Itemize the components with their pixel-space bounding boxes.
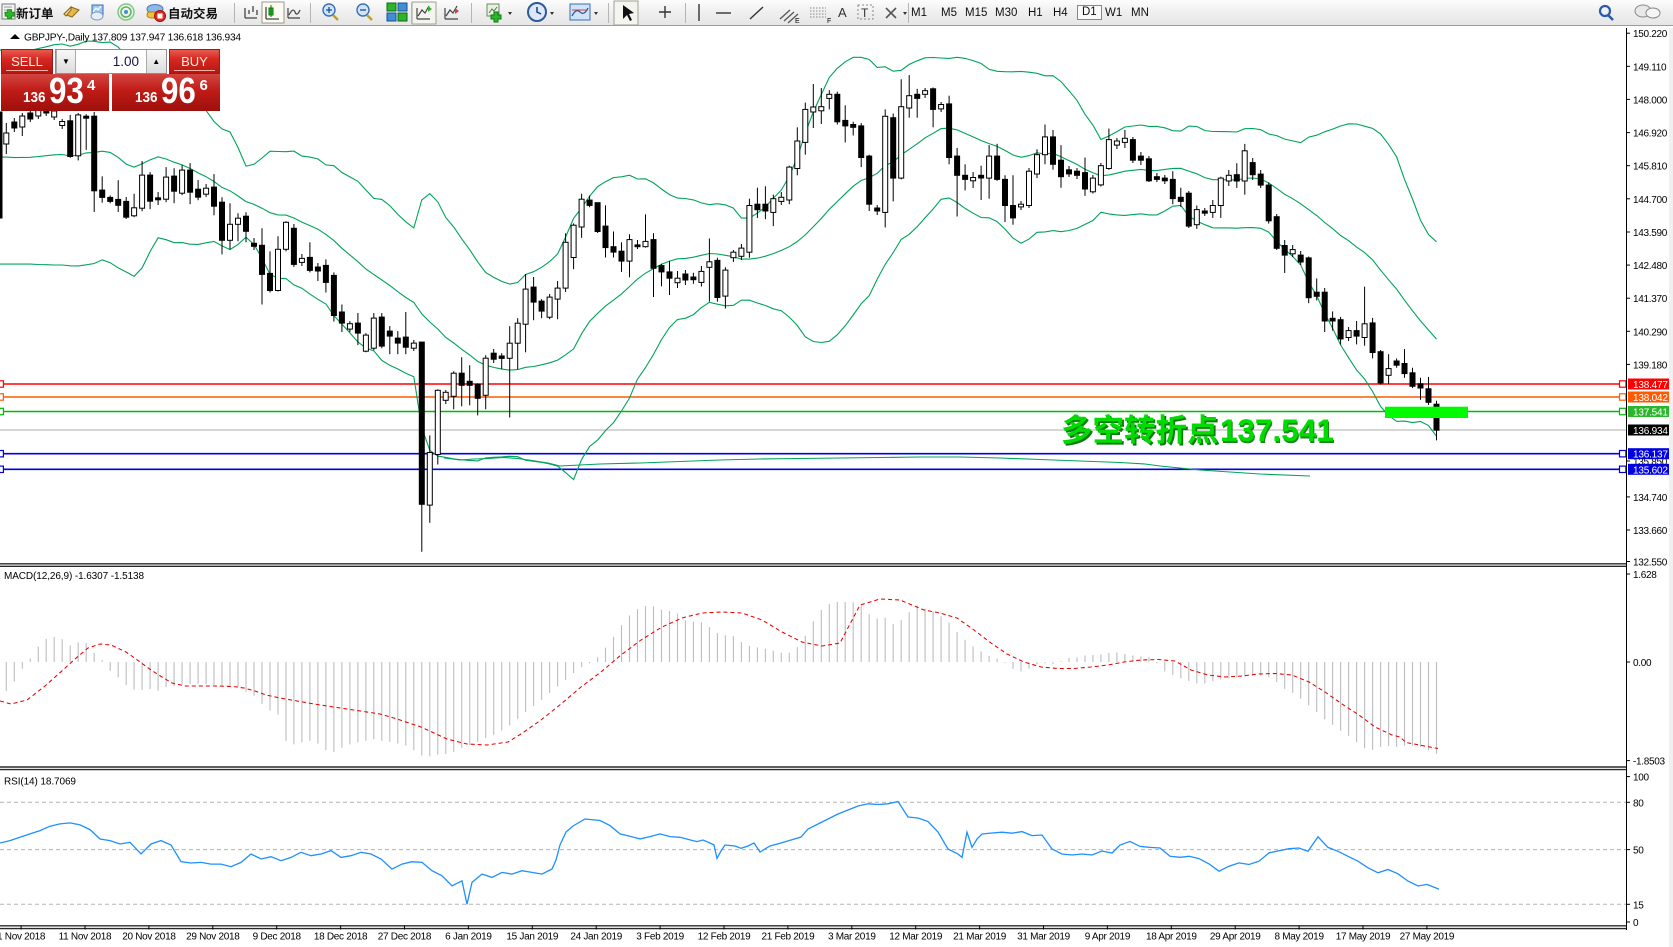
svg-text:6 Jan 2019: 6 Jan 2019 bbox=[445, 932, 492, 943]
svg-text:80: 80 bbox=[1633, 798, 1644, 809]
svg-text:9 Apr 2019: 9 Apr 2019 bbox=[1085, 932, 1131, 943]
svg-text:A: A bbox=[838, 5, 847, 20]
svg-text:136.934: 136.934 bbox=[1633, 426, 1668, 437]
svg-text:3 Mar 2019: 3 Mar 2019 bbox=[828, 932, 876, 943]
svg-text:27 Dec 2018: 27 Dec 2018 bbox=[378, 932, 432, 943]
svg-text:29 Apr 2019: 29 Apr 2019 bbox=[1210, 932, 1261, 943]
svg-text:12 Mar 2019: 12 Mar 2019 bbox=[889, 932, 943, 943]
svg-text:MACD(12,26,9) -1.6307 -1.5138: MACD(12,26,9) -1.6307 -1.5138 bbox=[4, 571, 144, 582]
svg-text:GBPJPY-,Daily 137.809 137.947: GBPJPY-,Daily 137.809 137.947 136.618 13… bbox=[24, 33, 241, 44]
svg-text:135.850: 135.850 bbox=[1633, 457, 1668, 468]
svg-text:138.477: 138.477 bbox=[1633, 380, 1668, 391]
svg-text:11 Nov 2018: 11 Nov 2018 bbox=[59, 932, 112, 943]
svg-text:29 Nov 2018: 29 Nov 2018 bbox=[186, 932, 240, 943]
svg-text:148.000: 148.000 bbox=[1633, 95, 1668, 106]
svg-text:140.290: 140.290 bbox=[1633, 327, 1668, 338]
svg-text:1 Nov 2018: 1 Nov 2018 bbox=[0, 932, 46, 943]
svg-text:24 Jan 2019: 24 Jan 2019 bbox=[570, 932, 622, 943]
svg-text:RSI(14) 18.7069: RSI(14) 18.7069 bbox=[4, 777, 76, 788]
svg-text:137.541: 137.541 bbox=[1633, 408, 1668, 419]
svg-text:12 Feb 2019: 12 Feb 2019 bbox=[698, 932, 752, 943]
svg-text:145.810: 145.810 bbox=[1633, 162, 1668, 173]
svg-text:21 Mar 2019: 21 Mar 2019 bbox=[953, 932, 1007, 943]
svg-text:132.550: 132.550 bbox=[1633, 558, 1668, 569]
svg-text:21 Feb 2019: 21 Feb 2019 bbox=[761, 932, 815, 943]
svg-text:134.740: 134.740 bbox=[1633, 493, 1668, 504]
svg-text:27 May 2019: 27 May 2019 bbox=[1400, 932, 1455, 943]
svg-text:136.137: 136.137 bbox=[1633, 450, 1668, 461]
svg-text:1.628: 1.628 bbox=[1633, 570, 1657, 581]
svg-text:137.541: 137.541 bbox=[1221, 414, 1335, 450]
svg-text:146.920: 146.920 bbox=[1633, 129, 1668, 140]
svg-text:9 Dec 2018: 9 Dec 2018 bbox=[253, 932, 302, 943]
svg-text:17 May 2019: 17 May 2019 bbox=[1336, 932, 1391, 943]
svg-text:137.541: 137.541 bbox=[1220, 412, 1334, 448]
svg-text:18 Dec 2018: 18 Dec 2018 bbox=[314, 932, 368, 943]
svg-text:137.541: 137.541 bbox=[1220, 412, 1334, 448]
svg-text:50: 50 bbox=[1633, 846, 1644, 857]
svg-text:8 May 2019: 8 May 2019 bbox=[1274, 932, 1324, 943]
svg-text:3 Feb 2019: 3 Feb 2019 bbox=[636, 932, 684, 943]
svg-text:138.042: 138.042 bbox=[1633, 393, 1668, 404]
svg-text:100: 100 bbox=[1633, 773, 1650, 784]
svg-text:135.602: 135.602 bbox=[1633, 465, 1668, 476]
svg-text:18 Apr 2019: 18 Apr 2019 bbox=[1146, 932, 1197, 943]
svg-text:144.700: 144.700 bbox=[1633, 195, 1668, 206]
svg-text:143.590: 143.590 bbox=[1633, 228, 1668, 239]
svg-text:T: T bbox=[861, 6, 869, 20]
svg-text:15 Jan 2019: 15 Jan 2019 bbox=[506, 932, 558, 943]
svg-text:E: E bbox=[795, 18, 800, 25]
svg-text:142.480: 142.480 bbox=[1633, 261, 1668, 272]
svg-text:20 Nov 2018: 20 Nov 2018 bbox=[122, 932, 176, 943]
svg-text:133.660: 133.660 bbox=[1633, 526, 1668, 537]
svg-text:-1.8503: -1.8503 bbox=[1633, 757, 1666, 768]
svg-text:15: 15 bbox=[1633, 900, 1644, 911]
svg-text:0.00: 0.00 bbox=[1633, 658, 1652, 669]
svg-text:F: F bbox=[827, 18, 831, 25]
svg-text:139.180: 139.180 bbox=[1633, 360, 1668, 371]
svg-text:141.370: 141.370 bbox=[1633, 294, 1668, 305]
svg-text:31 Mar 2019: 31 Mar 2019 bbox=[1017, 932, 1071, 943]
svg-text:150.220: 150.220 bbox=[1633, 29, 1668, 40]
svg-text:149.110: 149.110 bbox=[1633, 62, 1667, 73]
svg-text:0: 0 bbox=[1633, 918, 1639, 929]
